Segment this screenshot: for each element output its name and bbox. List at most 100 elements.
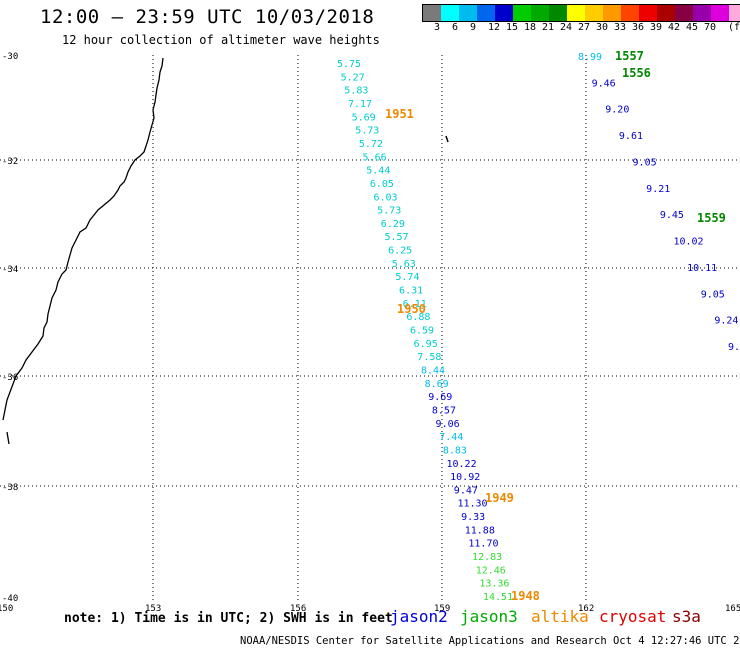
lon-label: 156 — [290, 604, 306, 614]
colorbar-swatch — [477, 5, 495, 21]
lat-label: -36 — [2, 373, 18, 383]
colorbar-swatch — [531, 5, 549, 21]
swh-value: 12.83 — [472, 552, 502, 563]
swh-value: 9.33 — [461, 512, 485, 523]
swh-value: 5.74 — [395, 272, 419, 283]
swh-value: 9.24 — [714, 316, 738, 327]
colorbar-label: 6 — [452, 22, 459, 33]
legend-altika: altika — [531, 607, 589, 626]
colorbar-label: 30 — [596, 22, 609, 33]
colorbar-swatch — [585, 5, 603, 21]
lon-label: 165 — [725, 604, 740, 614]
swh-value: 11.70 — [468, 539, 498, 550]
colorbar-swatch — [729, 5, 740, 21]
coastline-fragment — [6, 431, 10, 445]
swh-value: 5.66 — [363, 152, 387, 163]
swh-value: 5.73 — [355, 126, 379, 137]
small-island — [445, 135, 449, 143]
lat-label: -40 — [2, 594, 18, 604]
swh-value: 8.83 — [443, 445, 467, 456]
swh-value: 5.72 — [359, 139, 383, 150]
swh-value: 9.05 — [701, 289, 725, 300]
swh-value: 6.05 — [370, 179, 394, 190]
lat-label: -38 — [2, 483, 18, 493]
lat-label: -30 — [2, 52, 18, 62]
swh-value: 6.25 — [388, 246, 412, 257]
swh-value: 9.47 — [454, 485, 478, 496]
swh-value: 6.88 — [406, 312, 430, 323]
satellite-tracks: 5.75 5.27 5.83 7.17 5.69 5.73 5.72 5.66 5.44 6.05… — [337, 49, 740, 603]
swh-value: 8.57 — [432, 405, 456, 416]
legend-s3a: s3a — [672, 607, 701, 626]
swh-value: 6.11 — [403, 299, 427, 310]
colorbar-swatch — [423, 5, 441, 21]
swh-value: 11.30 — [457, 499, 487, 510]
swh-value: 11.88 — [465, 525, 495, 536]
swh-value: 9.21 — [646, 184, 670, 195]
time-label: 1557 — [615, 49, 644, 63]
swh-value: 5.57 — [384, 232, 408, 243]
swh-value: 9.69 — [428, 392, 452, 403]
map-subtitle: 12 hour collection of altimeter wave hei… — [62, 33, 380, 47]
time-label: 1556 — [622, 66, 651, 80]
swh-value: 5.75 — [337, 59, 361, 70]
swh-value: 14.51 — [483, 592, 513, 603]
coastline — [2, 57, 164, 421]
time-label: 1559 — [697, 211, 726, 225]
lon-label: 153 — [145, 604, 161, 614]
colorbar-label: 42 — [668, 22, 681, 33]
time-label: 1951 — [385, 107, 414, 121]
colorbar-label: 36 — [632, 22, 645, 33]
lon-label: 159 — [434, 604, 450, 614]
swh-value: 5.73 — [377, 206, 401, 217]
legend-jason2: jason2 — [390, 607, 448, 626]
swh-value: 5.69 — [352, 112, 376, 123]
swh-value: 6.59 — [410, 326, 434, 337]
colorbar-label: 27 — [578, 22, 591, 33]
swh-value: 10.11 — [687, 263, 717, 274]
swh-value: 8.44 — [421, 365, 445, 376]
swh-value: 9.05 — [633, 157, 657, 168]
swh-value: 5.44 — [366, 166, 390, 177]
time-label: 1950 — [397, 302, 426, 316]
swh-value: 5.27 — [341, 72, 365, 83]
time-label: 1948 — [511, 589, 540, 603]
colorbar-label: 15 — [506, 22, 519, 33]
colorbar-swatch — [513, 5, 531, 21]
colorbar-swatch — [657, 5, 675, 21]
swh-value: 7.17 — [348, 99, 372, 110]
colorbar-label: 70 — [704, 22, 717, 33]
swh-value: 12.46 — [476, 565, 506, 576]
colorbar-label: 12 — [488, 22, 501, 33]
lon-label: 150 — [0, 604, 13, 614]
swh-value: 10.02 — [673, 237, 703, 248]
lon-label: 162 — [578, 604, 594, 614]
colorbar-swatch — [621, 5, 639, 21]
swh-value: 5.63 — [392, 259, 416, 270]
colorbar-swatch — [675, 5, 693, 21]
swh-value: 5.83 — [344, 86, 368, 97]
colorbar-label: (ft) — [728, 22, 740, 33]
swh-value: 7.44 — [439, 432, 463, 443]
note-text: note: 1) Time is in UTC; 2) SWH is in fe… — [64, 611, 393, 626]
swh-value: 9.25 — [728, 342, 740, 353]
colorbar-label: 21 — [542, 22, 555, 33]
time-label: 1949 — [485, 491, 514, 505]
colorbar-label: 3 — [434, 22, 441, 33]
legend-cryosat: cryosat — [599, 607, 667, 626]
colorbar-label: 39 — [650, 22, 663, 33]
swh-value: 9.45 — [660, 210, 684, 221]
lat-label: -32 — [2, 157, 18, 167]
colorbar-label: 33 — [614, 22, 627, 33]
swh-value: 6.95 — [414, 339, 438, 350]
colorbar-swatch — [459, 5, 477, 21]
swh-value: 6.31 — [399, 286, 423, 297]
colorbar-label: 18 — [524, 22, 537, 33]
colorbar-label: 24 — [560, 22, 573, 33]
colorbar-label: 9 — [470, 22, 477, 33]
colorbar-swatch — [639, 5, 657, 21]
swh-value: 13.36 — [479, 579, 509, 590]
colorbar-swatch — [693, 5, 711, 21]
